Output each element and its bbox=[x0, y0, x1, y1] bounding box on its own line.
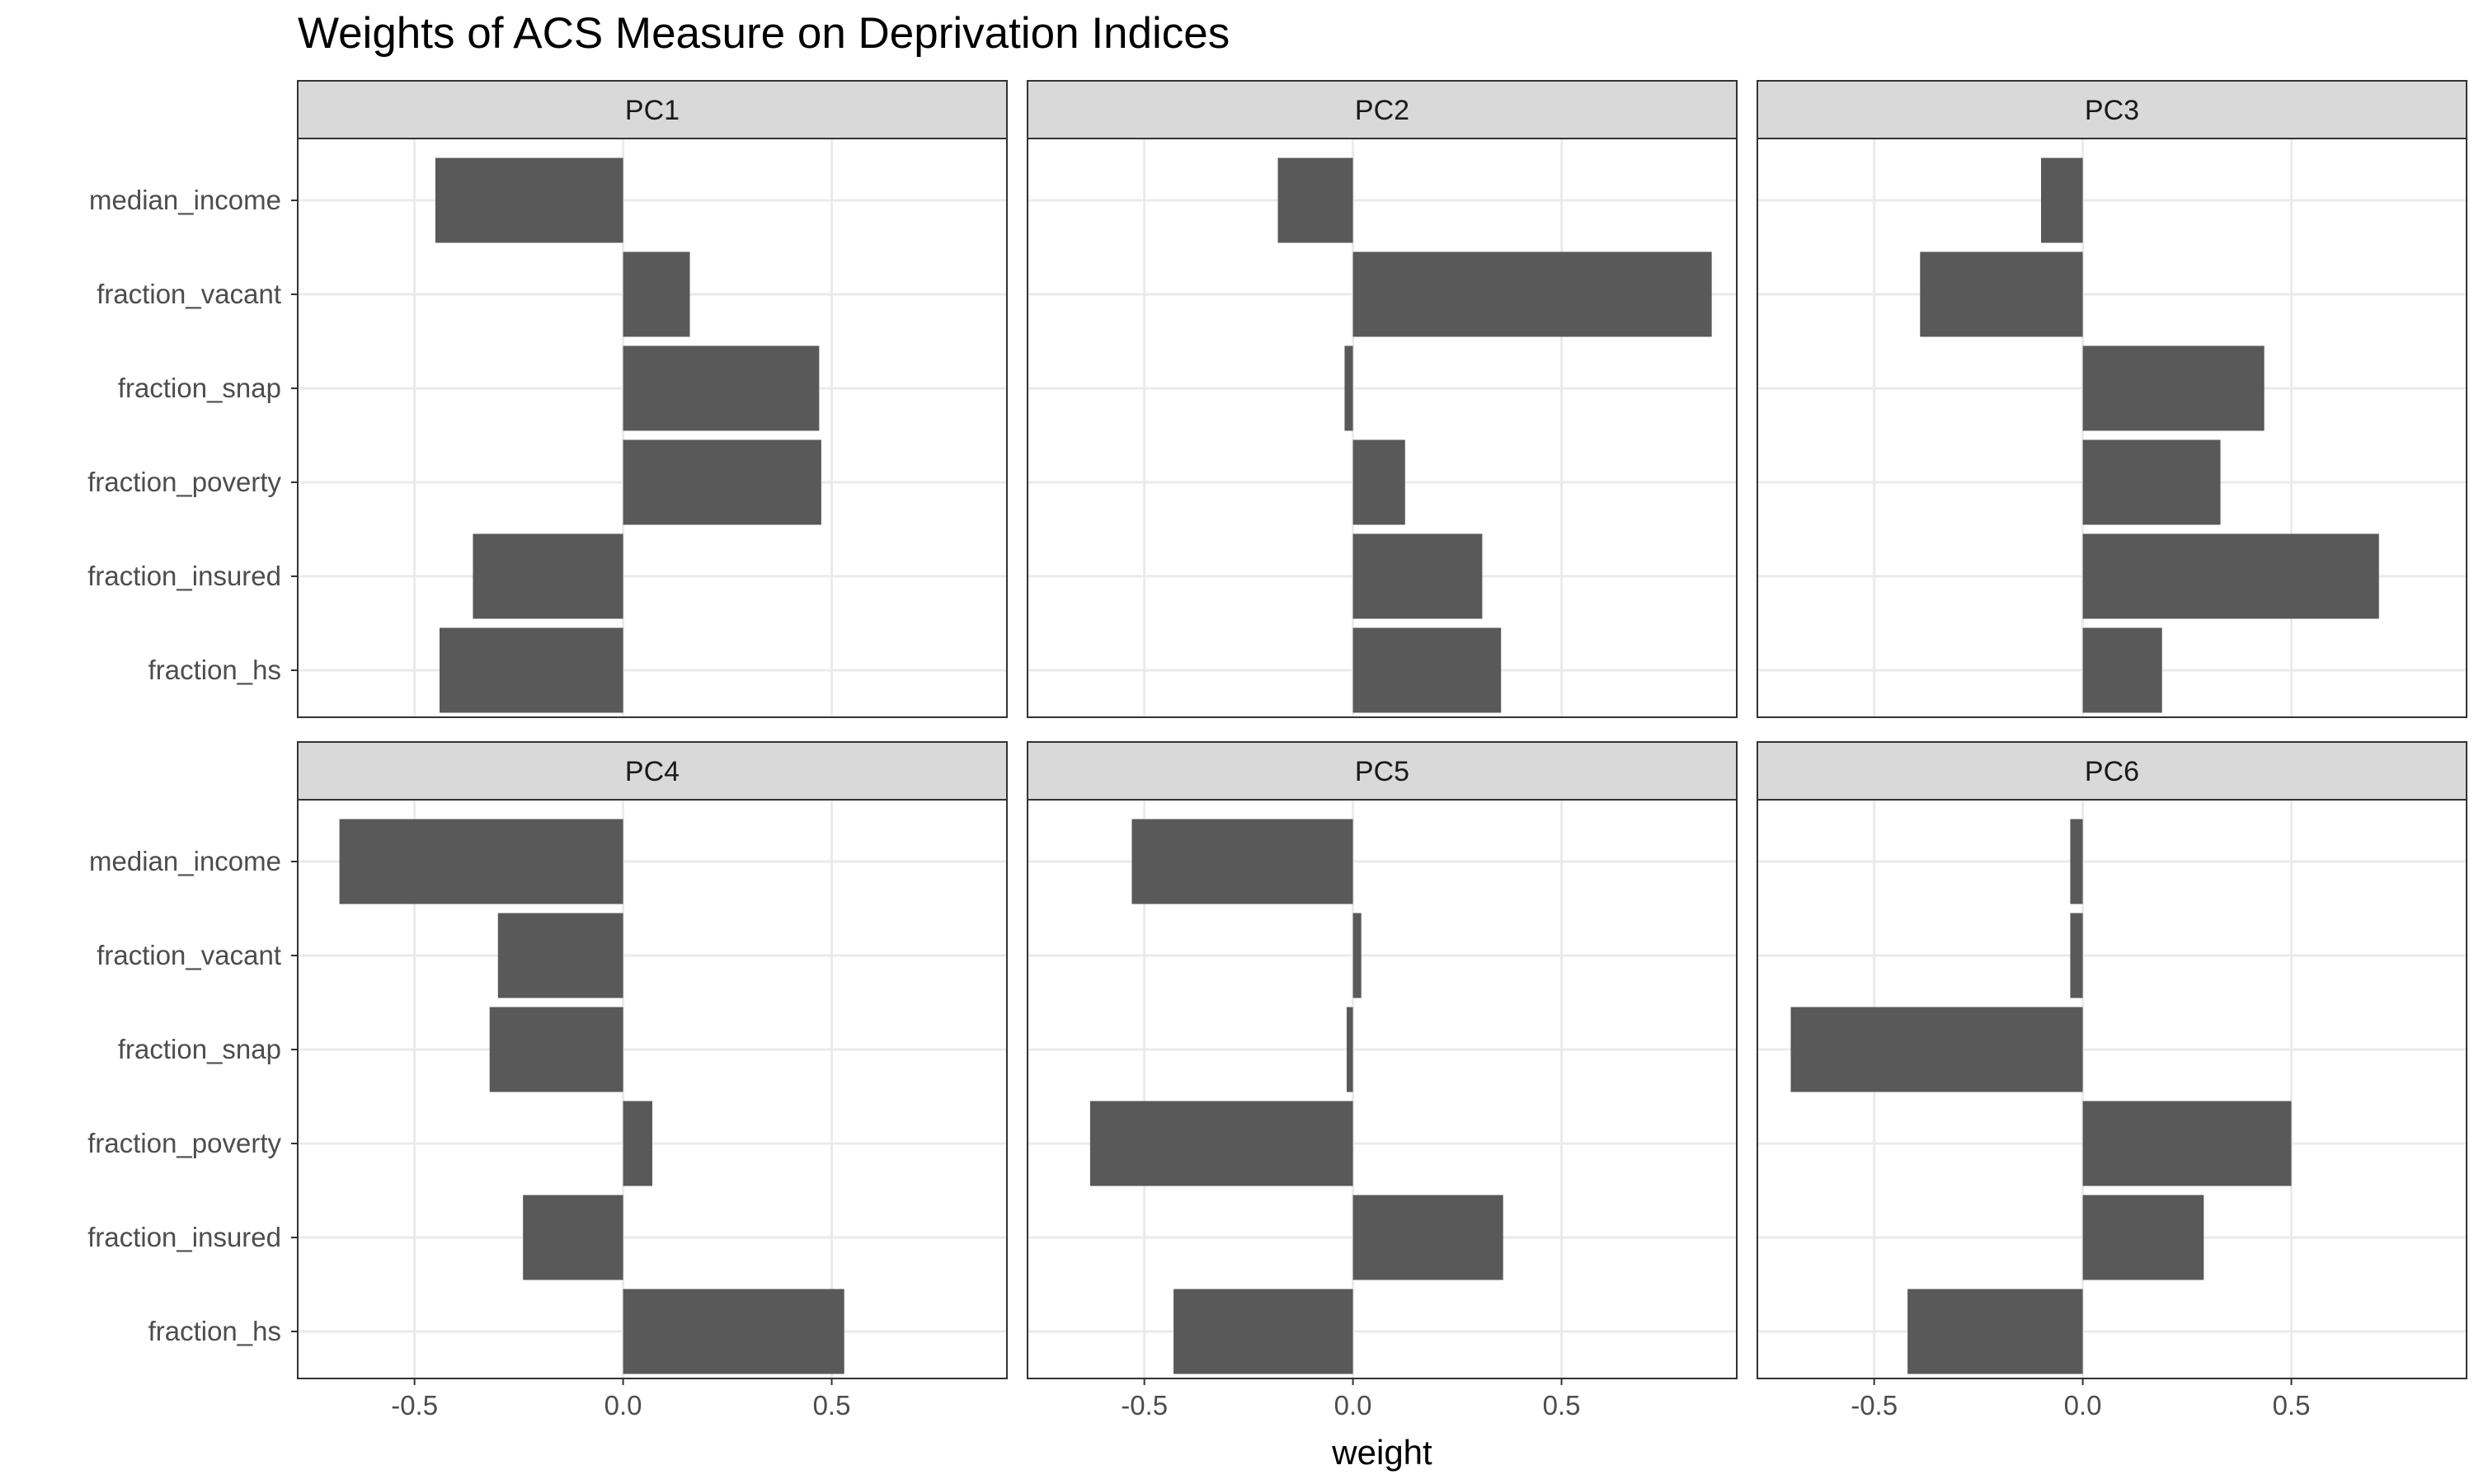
y-tick-label: fraction_insured bbox=[87, 1222, 281, 1252]
y-tick-label: median_income bbox=[89, 185, 281, 215]
facet-strip-label: PC5 bbox=[1355, 756, 1409, 787]
bar bbox=[489, 1007, 623, 1092]
bar bbox=[623, 345, 820, 431]
x-axis-title: weight bbox=[1331, 1433, 1432, 1472]
bar bbox=[1277, 157, 1353, 243]
facet-strip bbox=[297, 80, 1008, 139]
facet-strip-label: PC3 bbox=[2085, 95, 2139, 126]
x-tick-label: 0.0 bbox=[2064, 1390, 2102, 1421]
x-tick-label: 0.5 bbox=[813, 1390, 851, 1421]
bar bbox=[440, 627, 623, 713]
x-tick-label: -0.5 bbox=[1121, 1390, 1168, 1421]
bar bbox=[473, 533, 623, 619]
facet-strip bbox=[1027, 741, 1738, 801]
bar bbox=[1089, 1101, 1353, 1186]
bar bbox=[2041, 157, 2083, 243]
bar bbox=[1790, 1007, 2083, 1092]
y-tick-label: fraction_poverty bbox=[87, 467, 281, 497]
bar bbox=[1347, 1007, 1353, 1092]
bar bbox=[2070, 913, 2083, 998]
bar bbox=[1352, 913, 1362, 998]
bar bbox=[1907, 1289, 2083, 1374]
facet-strip bbox=[1757, 80, 2467, 139]
bar bbox=[1352, 439, 1405, 525]
facet-strip bbox=[297, 741, 1008, 801]
bar bbox=[1344, 345, 1353, 431]
facet-strip bbox=[1757, 741, 2467, 801]
bar bbox=[623, 251, 690, 337]
bar bbox=[2082, 1101, 2292, 1186]
panel-border bbox=[297, 799, 1008, 1379]
bar bbox=[2082, 627, 2162, 713]
x-tick-label: 0.0 bbox=[1334, 1390, 1372, 1421]
panel-border bbox=[1757, 799, 2467, 1379]
y-tick-label: fraction_snap bbox=[118, 373, 281, 403]
bar bbox=[1352, 533, 1483, 619]
facet-strip-label: PC1 bbox=[625, 95, 680, 126]
bar bbox=[2082, 439, 2221, 525]
x-tick-label: 0.5 bbox=[1543, 1390, 1581, 1421]
bar bbox=[2082, 345, 2265, 431]
facet-strip bbox=[1027, 80, 1738, 139]
bar bbox=[2082, 533, 2379, 619]
panel-background bbox=[1028, 139, 1737, 717]
x-tick-label: -0.5 bbox=[391, 1390, 438, 1421]
panel-border bbox=[1027, 138, 1738, 718]
panel-border bbox=[1757, 138, 2467, 718]
bar bbox=[339, 819, 623, 904]
y-tick-label: fraction_poverty bbox=[87, 1128, 281, 1158]
x-tick-label: -0.5 bbox=[1851, 1390, 1898, 1421]
y-tick-label: fraction_vacant bbox=[96, 279, 281, 309]
y-tick-label: fraction_insured bbox=[87, 561, 281, 591]
facet-strip-label: PC6 bbox=[2085, 756, 2139, 787]
x-tick-label: 0.5 bbox=[2273, 1390, 2311, 1421]
panel-border bbox=[297, 138, 1008, 718]
bar bbox=[2082, 1195, 2204, 1280]
y-tick-label: median_income bbox=[89, 846, 281, 876]
chart-title: Weights of ACS Measure on Deprivation In… bbox=[298, 9, 1230, 58]
y-tick-label: fraction_vacant bbox=[96, 940, 281, 970]
bar bbox=[1352, 251, 1712, 337]
bar bbox=[1920, 251, 2083, 337]
bar bbox=[1352, 627, 1502, 713]
bar bbox=[1352, 1195, 1503, 1280]
bar bbox=[435, 157, 623, 243]
bar bbox=[623, 1101, 652, 1186]
bar bbox=[623, 439, 821, 525]
bar bbox=[2070, 819, 2083, 904]
panel-border bbox=[1027, 799, 1738, 1379]
x-tick-label: 0.0 bbox=[604, 1390, 642, 1421]
bar bbox=[1131, 819, 1353, 904]
facet-strip-label: PC4 bbox=[625, 756, 680, 787]
y-tick-label: fraction_snap bbox=[118, 1034, 281, 1064]
y-tick-label: fraction_hs bbox=[148, 1316, 281, 1346]
y-tick-label: fraction_hs bbox=[148, 655, 281, 685]
bar bbox=[1174, 1289, 1353, 1374]
bar bbox=[623, 1289, 844, 1374]
bar bbox=[497, 913, 623, 998]
facet-strip-label: PC2 bbox=[1355, 95, 1409, 126]
bar bbox=[523, 1195, 623, 1280]
